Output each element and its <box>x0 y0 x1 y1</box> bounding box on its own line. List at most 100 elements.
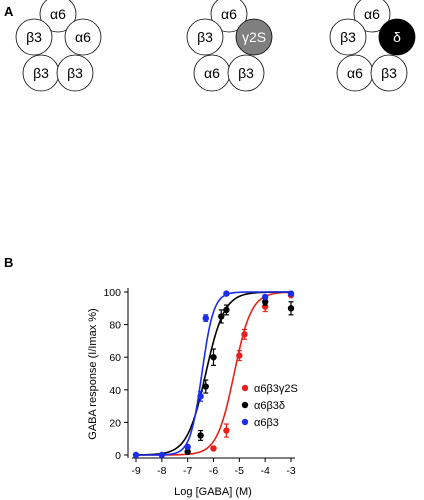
y-tick-label: 80 <box>109 320 121 332</box>
marker <box>132 451 140 459</box>
data-point <box>210 445 217 452</box>
rosette-2: α6 β3 γ2S α6 β3 <box>186 0 273 92</box>
subunit-label: β3 <box>33 65 49 81</box>
subunit-label: β3 <box>381 65 397 81</box>
x-tick-label: -8 <box>157 465 166 477</box>
subunit-label: β3 <box>238 65 254 81</box>
subunit-label: α6 <box>75 29 91 45</box>
subunit-circle <box>227 54 265 92</box>
data-point <box>202 379 209 394</box>
legend-marker <box>241 384 249 392</box>
subunit-label: β3 <box>340 29 356 45</box>
marker <box>218 313 225 320</box>
marker <box>261 298 269 305</box>
y-tick-label: 40 <box>109 385 121 397</box>
subunit-label: α6 <box>347 65 363 81</box>
data-point <box>223 304 230 316</box>
x-tick-label: -5 <box>235 465 244 477</box>
subunit-circle <box>64 18 102 56</box>
marker <box>210 445 217 452</box>
marker <box>202 383 209 390</box>
legend-marker <box>241 418 249 426</box>
y-tick-label: 20 <box>109 417 121 429</box>
fit-curve-3 <box>136 291 291 456</box>
data-point <box>197 429 204 441</box>
subunit-circle <box>353 0 391 33</box>
subunit-label: α6 <box>221 6 237 22</box>
subunit-label: δ <box>393 29 401 45</box>
marker <box>287 305 295 312</box>
marker <box>202 314 209 322</box>
legend-marker <box>241 401 249 409</box>
subunit-label: α6 <box>204 65 220 81</box>
data-point <box>261 293 269 301</box>
y-tick-label: 0 <box>115 450 121 462</box>
fit-curves <box>136 291 291 456</box>
legend-label: α6β3γ2S <box>254 383 298 395</box>
legend-label: α6β3 <box>254 417 279 429</box>
data-point <box>184 443 191 451</box>
marker <box>287 290 295 297</box>
subunit-circle <box>39 0 77 33</box>
subunit-label: α6 <box>364 6 380 22</box>
y-tick-label: 100 <box>103 287 121 299</box>
marker <box>197 393 204 400</box>
chart-axes: 0 20 40 60 80 100 -9 -8 -7 -6 -5 -4 -3 <box>103 287 295 477</box>
subunit-circle <box>210 0 248 33</box>
y-tick-label: 60 <box>109 352 121 364</box>
data-point <box>287 301 295 316</box>
x-tick-label: -6 <box>209 465 218 477</box>
rosette-3: α6 β3 δ α6 β3 <box>329 0 416 92</box>
marker <box>158 451 166 459</box>
subunit-label: β3 <box>67 65 83 81</box>
marker <box>184 443 191 451</box>
legend-label: α6β3δ <box>254 400 285 412</box>
data-point <box>218 309 225 324</box>
x-tick-label: -3 <box>286 465 295 477</box>
data-point <box>158 451 166 459</box>
marker <box>241 331 248 338</box>
panel-a-label: A <box>4 4 14 19</box>
data-point <box>223 290 230 297</box>
fit-curve-1 <box>136 291 291 456</box>
subunit-circle <box>186 18 224 56</box>
subunit-label: β3 <box>26 29 42 45</box>
subunit-circle <box>56 54 94 92</box>
data-points <box>132 290 295 459</box>
x-tick-label: -7 <box>183 465 192 477</box>
chart-legend: α6β3γ2S α6β3δ α6β3 <box>241 383 298 429</box>
subunit-circle <box>235 18 273 56</box>
marker <box>236 352 243 359</box>
subunit-diagrams: α6 β3 α6 β3 β3 α6 β3 γ2S α6 β3 α6 β3 δ α6 β3 <box>15 0 416 92</box>
y-axis-label: GABA response (I/Imax %) <box>87 308 99 439</box>
subunit-circle <box>15 18 53 56</box>
subunit-circle <box>378 18 416 56</box>
data-point <box>132 451 140 459</box>
marker <box>223 290 230 297</box>
rosette-1: α6 β3 α6 β3 β3 <box>15 0 102 92</box>
data-point <box>223 423 230 438</box>
data-point <box>197 390 204 402</box>
subunit-label: β3 <box>197 29 213 45</box>
marker <box>261 293 269 301</box>
x-axis-label: Log [GABA] (M) <box>174 486 252 498</box>
panel-b-label: B <box>4 255 14 270</box>
marker <box>223 306 230 314</box>
data-point <box>287 290 295 297</box>
subunit-circle <box>329 18 367 56</box>
data-point <box>236 350 243 362</box>
x-tick-label: -9 <box>131 465 140 477</box>
data-point <box>210 348 217 366</box>
fit-curve-2 <box>136 291 291 456</box>
marker <box>210 354 217 361</box>
marker <box>223 427 230 434</box>
data-point <box>202 314 209 322</box>
marker <box>184 448 191 455</box>
data-point <box>184 448 191 455</box>
subunit-circle <box>370 54 408 92</box>
x-tick-label: -4 <box>260 465 269 477</box>
subunit-label: γ2S <box>242 29 266 45</box>
marker <box>197 432 204 439</box>
